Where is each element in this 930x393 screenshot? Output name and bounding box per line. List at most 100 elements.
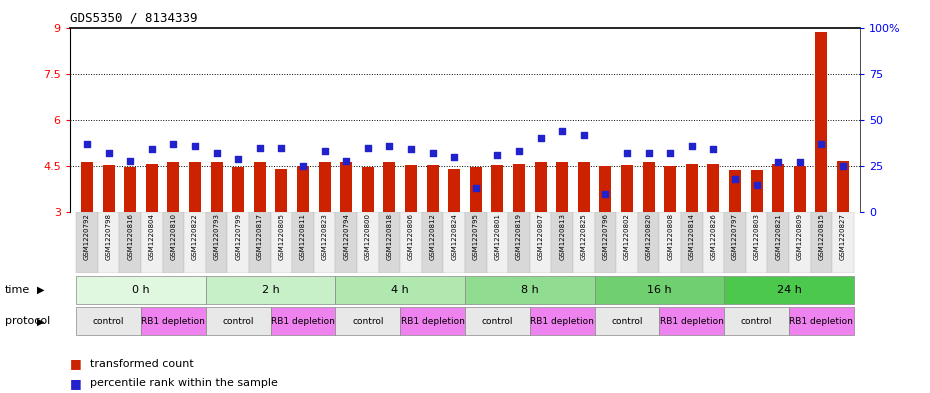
Text: protocol: protocol (5, 316, 50, 326)
Point (188, 143, 203, 149)
Point (469, 185, 484, 191)
Bar (448, 169, 460, 212)
Bar (141, 212, 163, 273)
Point (274, 144, 289, 151)
Bar (794, 166, 805, 212)
Bar (444, 212, 465, 273)
Text: GSM1220825: GSM1220825 (581, 213, 587, 260)
Text: control: control (222, 317, 254, 326)
Text: 2 h: 2 h (261, 285, 280, 295)
Text: control: control (352, 317, 383, 326)
Bar (465, 276, 594, 304)
Text: GSM1220809: GSM1220809 (797, 213, 803, 261)
Bar (336, 307, 400, 335)
Bar (249, 212, 271, 273)
Bar (211, 162, 222, 212)
Bar (751, 170, 763, 212)
Point (792, 159, 807, 165)
Bar (643, 162, 655, 212)
Bar (206, 307, 271, 335)
Point (252, 144, 267, 151)
Text: GSM1220806: GSM1220806 (408, 213, 414, 261)
Text: ■: ■ (70, 357, 82, 370)
Point (360, 144, 375, 151)
Text: ▶: ▶ (37, 285, 45, 295)
Bar (729, 170, 741, 212)
Text: GSM1220823: GSM1220823 (322, 213, 327, 260)
Bar (379, 212, 400, 273)
Text: GSM1220812: GSM1220812 (430, 213, 435, 260)
Bar (76, 276, 206, 304)
Bar (167, 162, 179, 212)
Bar (772, 164, 784, 212)
Bar (146, 164, 158, 212)
Text: GSM1220813: GSM1220813 (559, 213, 565, 261)
Bar (405, 165, 417, 212)
Point (425, 150, 440, 156)
Bar (767, 212, 789, 273)
Text: GSM1220794: GSM1220794 (343, 213, 349, 260)
Bar (357, 212, 379, 273)
Text: GSM1220815: GSM1220815 (818, 213, 824, 260)
Bar (708, 163, 719, 212)
Bar (491, 165, 503, 212)
Bar (724, 212, 746, 273)
Text: GSM1220808: GSM1220808 (667, 213, 673, 261)
Point (577, 132, 591, 138)
Point (166, 141, 180, 147)
Bar (125, 167, 136, 212)
Point (619, 150, 634, 156)
Bar (789, 307, 854, 335)
Text: GSM1220799: GSM1220799 (235, 213, 241, 261)
Text: GSM1220793: GSM1220793 (214, 213, 219, 261)
Point (490, 152, 505, 158)
Point (80, 141, 95, 147)
Bar (556, 162, 568, 212)
Bar (340, 162, 352, 212)
Point (706, 146, 721, 152)
Bar (336, 212, 357, 273)
Text: GSM1220792: GSM1220792 (84, 213, 90, 260)
Bar (76, 212, 98, 273)
Text: GSM1220798: GSM1220798 (106, 213, 112, 261)
Point (750, 182, 764, 188)
Bar (383, 162, 395, 212)
Point (727, 176, 742, 182)
Text: GSM1220814: GSM1220814 (689, 213, 695, 260)
Bar (189, 162, 201, 212)
Bar (470, 167, 482, 212)
Bar (702, 212, 724, 273)
Point (512, 148, 526, 154)
Bar (336, 276, 465, 304)
Bar (400, 307, 465, 335)
Bar (297, 166, 309, 212)
Bar (81, 162, 93, 212)
Text: RB1 depletion: RB1 depletion (790, 317, 854, 326)
Text: 4 h: 4 h (392, 285, 409, 295)
Text: ■: ■ (70, 376, 82, 390)
Bar (685, 164, 698, 212)
Bar (400, 212, 422, 273)
Bar (271, 307, 336, 335)
Point (296, 163, 311, 169)
Point (663, 150, 678, 156)
Bar (659, 307, 724, 335)
Text: GSM1220800: GSM1220800 (365, 213, 371, 261)
Bar (594, 276, 724, 304)
Bar (724, 276, 854, 304)
Text: GSM1220826: GSM1220826 (711, 213, 716, 260)
Text: time: time (5, 285, 30, 295)
Text: GSM1220820: GSM1220820 (645, 213, 652, 260)
Text: 16 h: 16 h (647, 285, 671, 295)
Bar (254, 162, 266, 212)
Text: GSM1220817: GSM1220817 (257, 213, 263, 261)
Point (771, 159, 786, 165)
Point (814, 141, 829, 147)
Bar (271, 212, 292, 273)
Point (555, 128, 570, 134)
Text: GSM1220819: GSM1220819 (516, 213, 522, 261)
Point (231, 156, 246, 162)
Point (382, 143, 397, 149)
Text: GSM1220804: GSM1220804 (149, 213, 154, 260)
Text: control: control (611, 317, 643, 326)
